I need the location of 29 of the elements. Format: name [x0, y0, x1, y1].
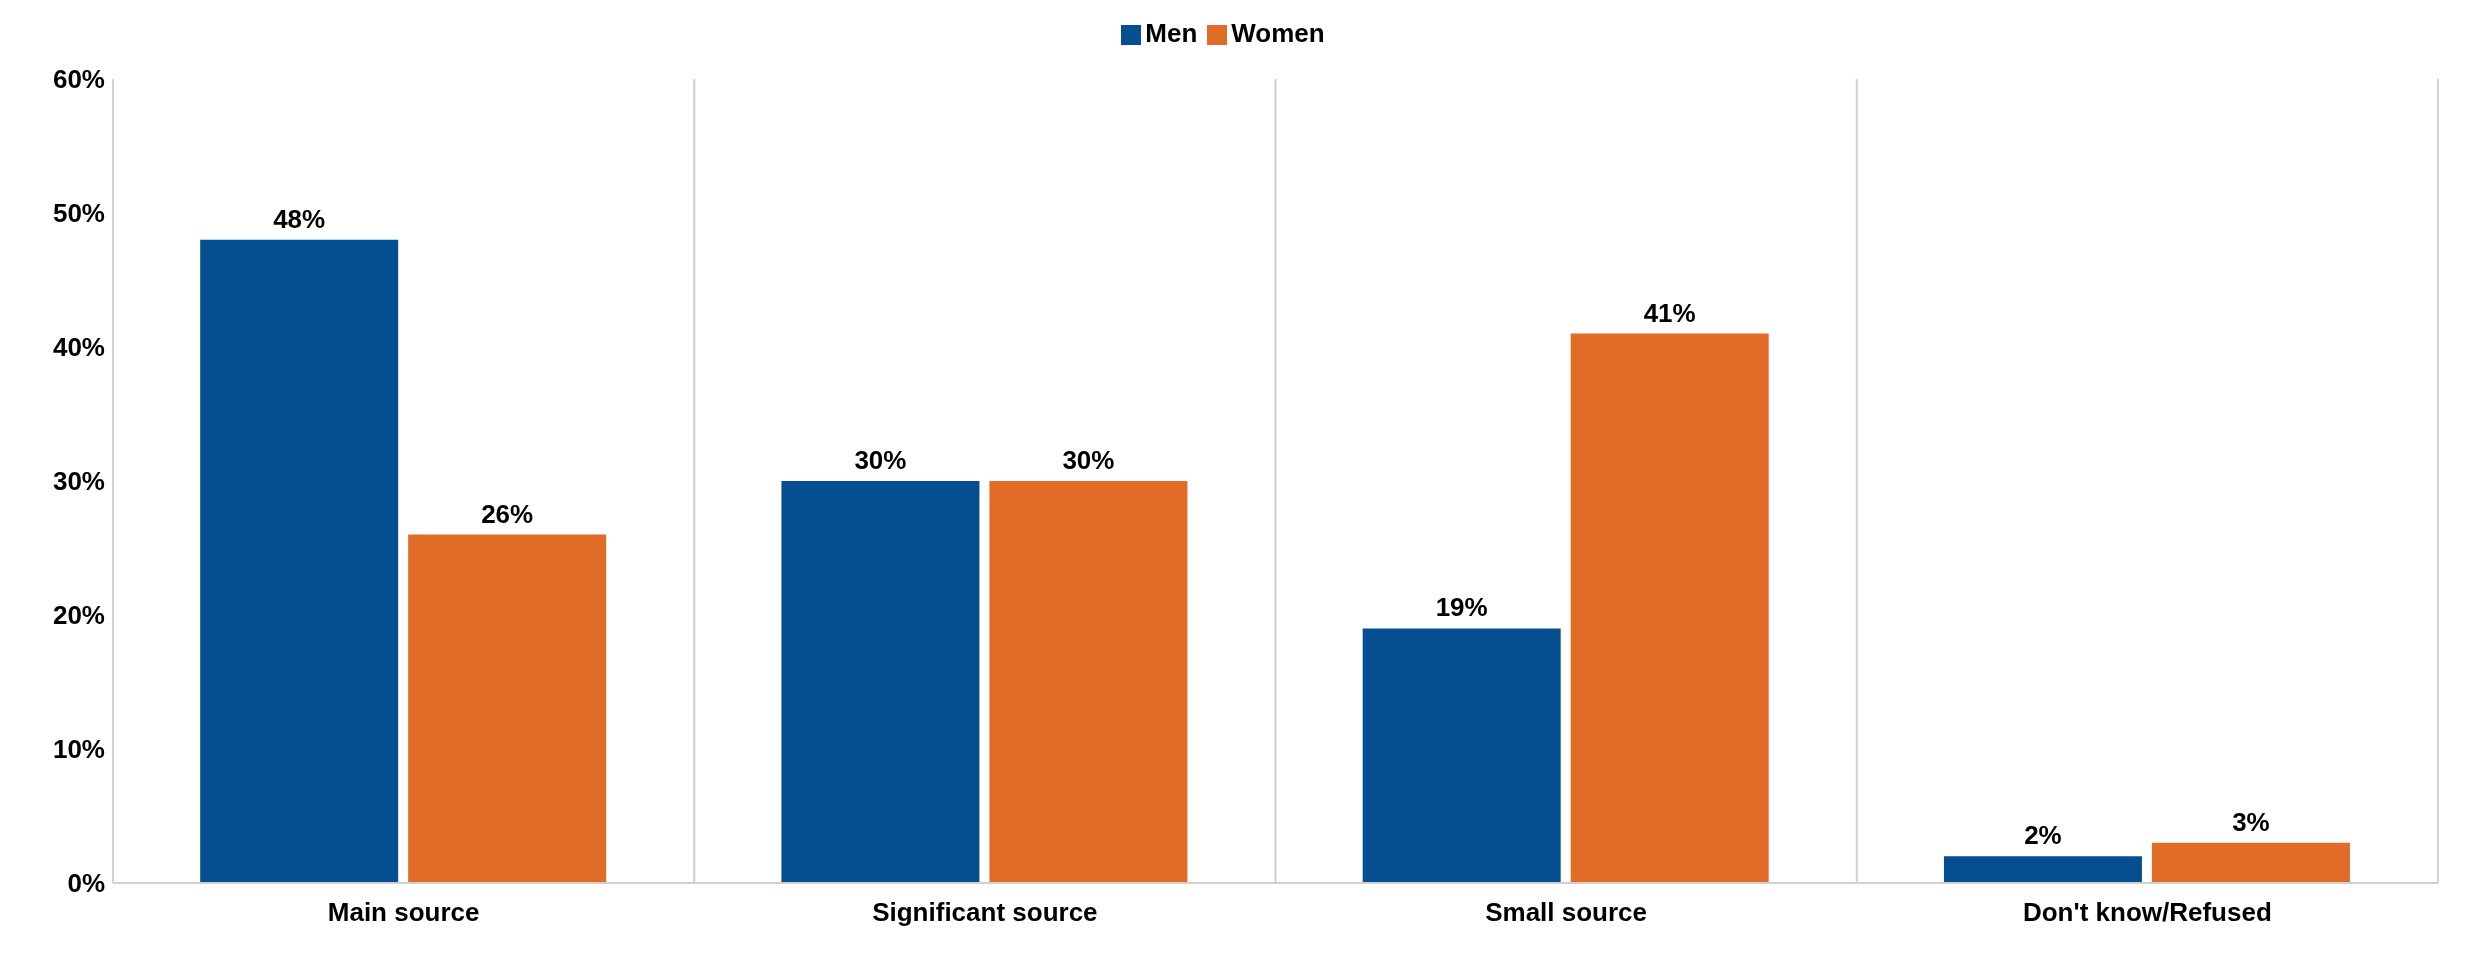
x-tick-label: Don't know/Refused: [2022, 897, 2272, 928]
y-tick-label: 40%: [52, 332, 105, 363]
x-tick-label: Main source: [327, 897, 480, 928]
data-label: 48%: [273, 203, 326, 234]
bar: [200, 239, 399, 883]
data-label: 41%: [1643, 297, 1696, 328]
data-label: 2%: [2024, 820, 2062, 851]
legend-label: Women: [1231, 18, 1325, 48]
data-label: 26%: [481, 498, 534, 529]
bar: [408, 534, 607, 883]
data-label: 30%: [854, 445, 907, 475]
x-tick-label: Small source: [1485, 897, 1648, 928]
y-tick-label: 60%: [52, 64, 105, 95]
y-tick-label: 20%: [52, 600, 105, 631]
data-label: 30%: [1062, 445, 1115, 475]
data-label: 19%: [1435, 592, 1488, 623]
bar: [1943, 856, 2142, 883]
y-tick-label: 30%: [52, 466, 105, 497]
bar: [1362, 628, 1561, 883]
y-tick-label: 0%: [67, 868, 105, 899]
legend-label: Men: [1145, 18, 1198, 48]
y-tick-label: 10%: [52, 734, 105, 765]
x-tick-label: Significant source: [872, 897, 1098, 928]
bar: [1570, 333, 1769, 883]
y-tick-label: 50%: [52, 198, 105, 229]
bar: [989, 481, 1188, 883]
bar: [781, 481, 980, 883]
bar: [2151, 842, 2350, 883]
data-label: 3%: [2232, 806, 2270, 837]
